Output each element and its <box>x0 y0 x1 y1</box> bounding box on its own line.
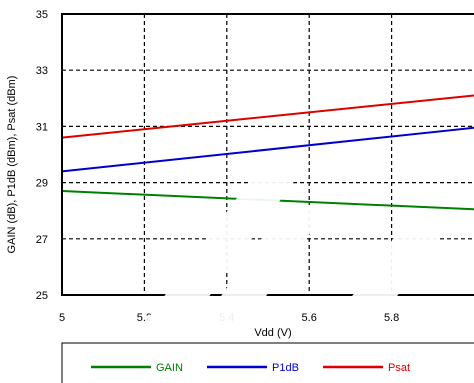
watermark <box>100 160 455 383</box>
series-line-psat <box>61 94 474 139</box>
legend-box <box>61 342 474 383</box>
y-tick-label: 25 <box>36 290 48 302</box>
y-tick-label: 33 <box>36 65 48 77</box>
x-tick-label: 5.8 <box>384 312 399 324</box>
y-tick-label: 31 <box>36 121 48 133</box>
y-tick-label: 29 <box>36 178 48 190</box>
legend: GAIN P1dB Psat <box>61 342 474 383</box>
legend-label-p1db: P1dB <box>272 362 299 374</box>
plot-frame <box>61 13 474 296</box>
x-tick-label: 5.6 <box>302 312 317 324</box>
x-axis-label: Vdd (V) <box>254 327 291 339</box>
legend-label-gain: GAIN <box>156 362 183 374</box>
x-tick-label: 5 <box>59 312 65 324</box>
series-line-p1db <box>61 126 474 173</box>
y-tick-label: 35 <box>36 9 48 21</box>
y-tick-label: 27 <box>36 234 48 246</box>
y-axis-label: GAIN (dB), P1dB (dBm), Psat (dBm) <box>6 76 18 254</box>
legend-label-psat: Psat <box>388 362 410 374</box>
y-tick-labels: 25 27 29 31 33 35 <box>36 9 48 302</box>
